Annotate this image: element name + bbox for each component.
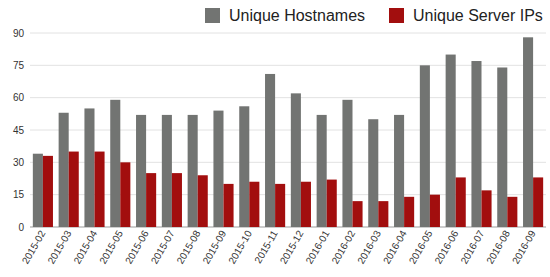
y-tick-label: 75 — [13, 60, 25, 71]
legend-swatch — [205, 8, 220, 23]
bar — [378, 201, 388, 227]
bar — [368, 119, 378, 227]
grid-line — [30, 65, 546, 66]
bar — [291, 93, 301, 227]
x-tick-label: 2015-03 — [46, 228, 74, 266]
bar — [446, 55, 456, 227]
bar — [342, 100, 352, 227]
x-tick-label: 2015-10 — [226, 228, 254, 266]
bar — [59, 113, 69, 227]
x-tick-label: 2015-05 — [97, 228, 125, 266]
y-tick-label: 45 — [13, 125, 25, 136]
bar — [471, 61, 481, 227]
x-axis-line — [30, 227, 546, 228]
bar — [523, 37, 533, 227]
bar — [327, 180, 337, 227]
y-tick-label: 60 — [13, 92, 25, 103]
bar — [275, 184, 285, 227]
x-tick-label: 2016-05 — [407, 228, 435, 266]
grid-line — [30, 227, 546, 228]
bar — [95, 152, 105, 227]
x-tick-label: 2015-08 — [175, 228, 203, 266]
x-tick-label: 2016-09 — [510, 228, 538, 266]
x-tick-label: 2016-03 — [355, 228, 383, 266]
bar — [507, 197, 517, 227]
bar — [110, 100, 120, 227]
x-tick-label: 2015-11 — [252, 228, 280, 265]
grid-line — [30, 162, 546, 163]
bar — [146, 173, 156, 227]
chart-svg: 01530456075902015-022015-032015-042015-0… — [0, 0, 550, 277]
legend-label: Unique Hostnames — [229, 7, 365, 24]
grid-line — [30, 130, 546, 131]
grid-line — [30, 97, 546, 98]
y-tick-label: 30 — [13, 157, 25, 168]
bar — [120, 162, 130, 227]
x-tick-label: 2015-02 — [20, 228, 48, 266]
bar — [43, 156, 53, 227]
y-tick-label: 0 — [18, 222, 24, 233]
legend: Unique Hostnames Unique Server IPs — [205, 7, 543, 24]
bar — [482, 190, 492, 227]
x-tick-label: 2015-07 — [149, 228, 177, 266]
bar — [456, 177, 466, 227]
bar — [198, 175, 208, 227]
x-tick-label: 2016-02 — [329, 228, 357, 266]
bar — [239, 106, 249, 227]
bar — [420, 65, 430, 227]
chart-container: 01530456075902015-022015-032015-042015-0… — [0, 0, 550, 277]
bar — [172, 173, 182, 227]
x-tick-label: 2015-09 — [200, 228, 228, 266]
bar — [404, 197, 414, 227]
bar — [533, 177, 543, 227]
x-tick-label: 2015-04 — [71, 228, 99, 266]
bar — [33, 154, 43, 227]
grid-line — [30, 33, 546, 34]
bars — [33, 37, 543, 227]
x-tick-label: 2016-07 — [458, 228, 486, 266]
bar — [394, 115, 404, 227]
y-tick-label: 90 — [13, 28, 25, 39]
bar — [301, 182, 311, 227]
bar — [162, 115, 172, 227]
x-tick-label: 2016-06 — [433, 228, 461, 266]
grid-line — [30, 194, 546, 195]
bar — [430, 195, 440, 227]
x-tick-label: 2016-01 — [304, 228, 332, 266]
bar — [317, 115, 327, 227]
legend-swatch — [389, 8, 404, 23]
bar — [84, 108, 94, 227]
legend-label: Unique Server IPs — [413, 7, 543, 24]
bar — [265, 74, 275, 227]
bar — [213, 111, 223, 227]
x-tick-label: 2015-12 — [278, 228, 306, 266]
bar — [69, 152, 79, 227]
x-tick-label: 2016-04 — [381, 228, 409, 266]
x-tick-label: 2016-08 — [484, 228, 512, 266]
bar — [188, 115, 198, 227]
bar — [353, 201, 363, 227]
bar — [224, 184, 234, 227]
bar — [249, 182, 259, 227]
bar — [136, 115, 146, 227]
x-tick-label: 2015-06 — [123, 228, 151, 266]
y-tick-label: 15 — [13, 189, 25, 200]
bar — [497, 67, 507, 227]
